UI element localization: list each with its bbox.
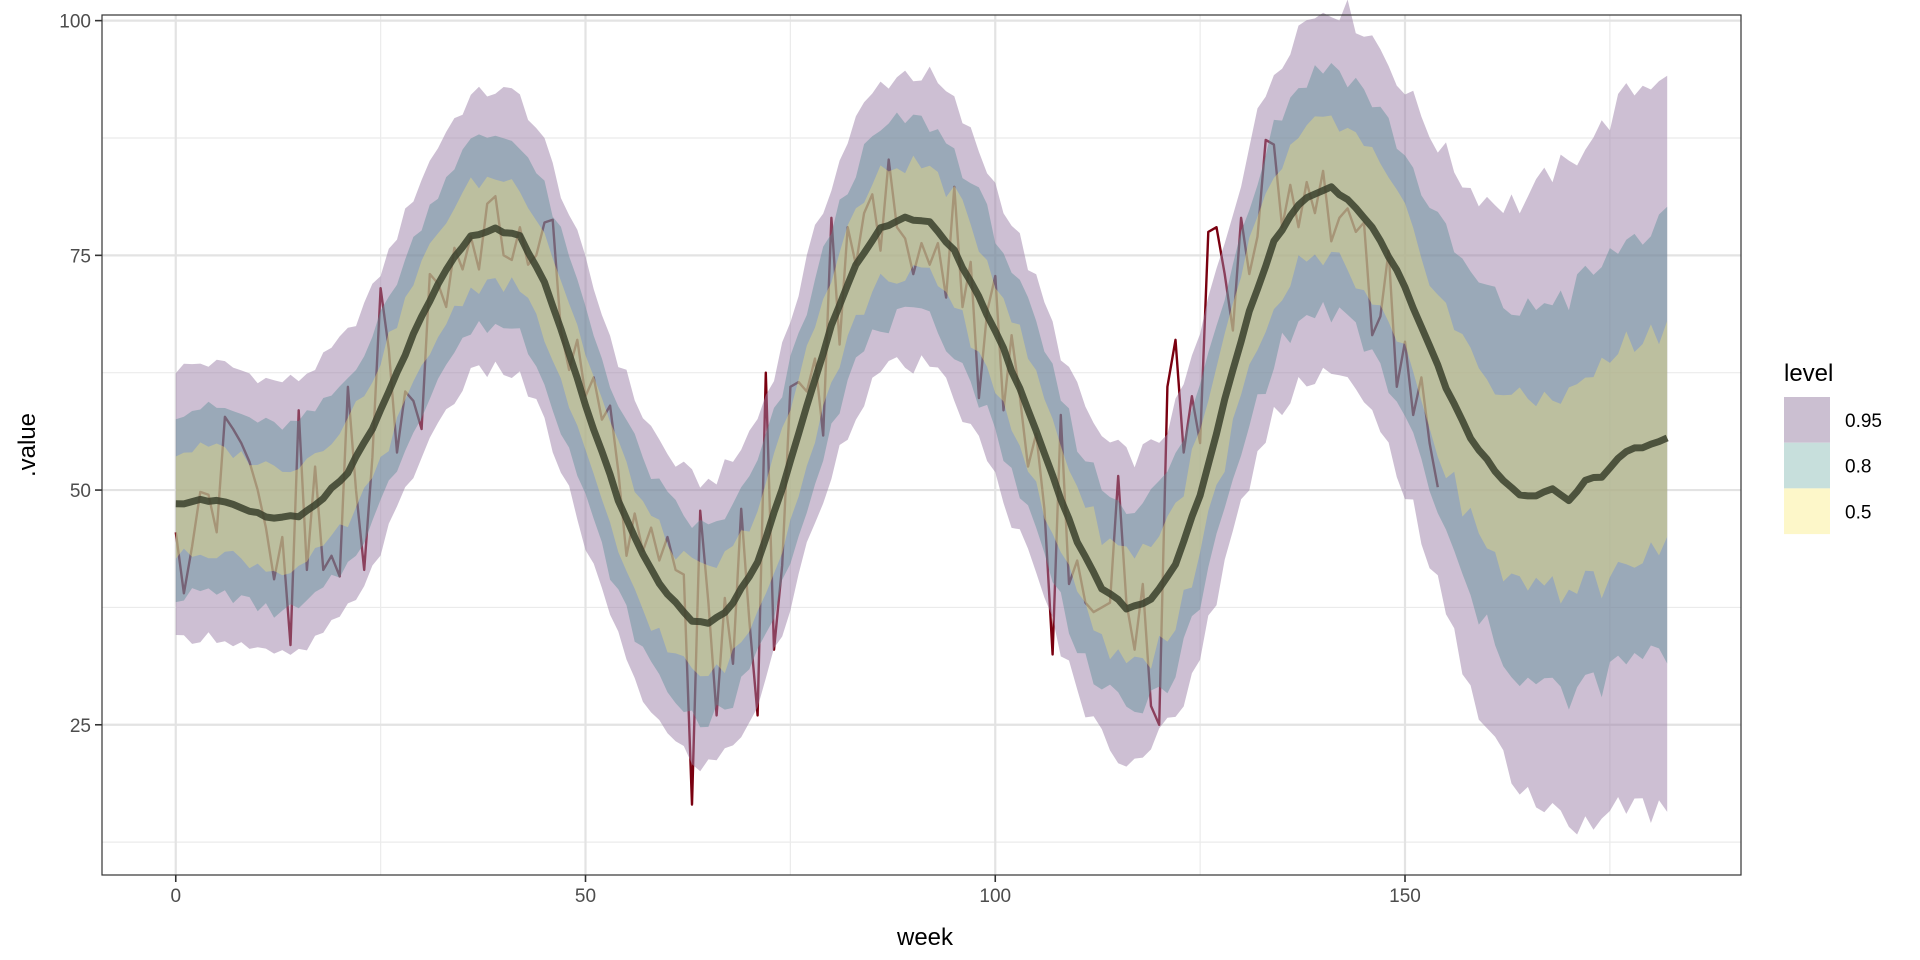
axes: 0 50 100 150 25 50 75 100 <box>59 12 1421 907</box>
x-tick-label: 50 <box>575 886 596 907</box>
median-forecast-line <box>175 183 1669 627</box>
legend-key-0.95 <box>1784 397 1830 443</box>
y-tick-label: 100 <box>59 12 91 33</box>
x-tick-label: 150 <box>1389 886 1421 907</box>
band-level-0.8 <box>175 63 1668 728</box>
legend-key-0.8 <box>1784 442 1830 489</box>
legend-label: 0.95 <box>1845 411 1882 432</box>
legend: level 0.95 0.8 0.5 <box>1784 360 1882 535</box>
x-axis-title: week <box>896 924 954 951</box>
legend-label: 0.5 <box>1845 502 1871 523</box>
y-tick-label: 25 <box>70 716 91 737</box>
y-tick-label: 50 <box>70 481 91 502</box>
legend-title: level <box>1784 360 1833 387</box>
plot-area <box>174 0 1669 835</box>
panel-border <box>101 14 1742 876</box>
legend-key-0.5 <box>1784 488 1830 535</box>
x-tick-label: 0 <box>170 886 181 907</box>
y-axis-title: .value <box>14 413 41 477</box>
band-level-0.5 <box>175 115 1668 677</box>
y-tick-label: 75 <box>70 246 91 267</box>
x-tick-label: 100 <box>979 886 1011 907</box>
legend-label: 0.8 <box>1845 457 1871 478</box>
